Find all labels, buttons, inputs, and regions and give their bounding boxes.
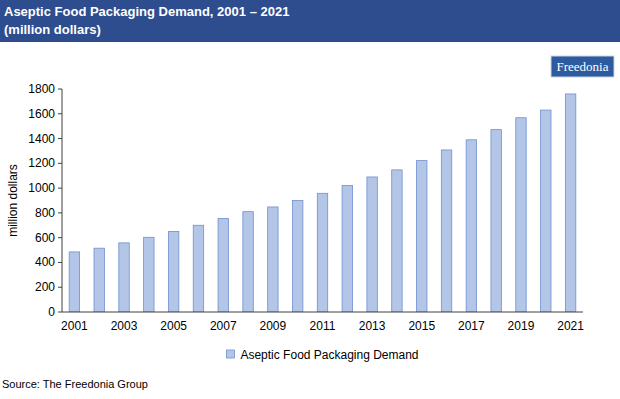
y-tick-label: 1800 <box>28 82 55 96</box>
x-tick-label: 2021 <box>557 319 584 333</box>
x-tick-label: 2015 <box>408 319 435 333</box>
y-tick <box>58 262 62 263</box>
x-tick-label: 2013 <box>359 319 386 333</box>
x-tick-label: 2009 <box>260 319 287 333</box>
legend: Aseptic Food Packaging Demand <box>226 348 418 362</box>
x-tick-label: 2019 <box>508 319 535 333</box>
y-tick <box>58 113 62 114</box>
bar <box>392 170 402 312</box>
x-tick-label: 2011 <box>310 319 336 333</box>
bar <box>441 150 451 312</box>
y-tick-label: 0 <box>48 305 55 319</box>
x-tick-label: 2007 <box>210 319 237 333</box>
logo: Freedonia <box>557 59 609 74</box>
y-tick <box>58 138 62 139</box>
header-band <box>0 0 620 42</box>
bar <box>466 140 476 312</box>
bars <box>69 94 576 312</box>
title: Aseptic Food Packaging Demand, 2001 – 20… <box>4 4 289 19</box>
y-tick <box>58 287 62 288</box>
y-axis <box>62 89 63 312</box>
bar <box>243 212 253 312</box>
x-tick-label: 2017 <box>458 319 485 333</box>
y-tick <box>58 188 62 189</box>
y-tick-label: 1000 <box>28 181 55 195</box>
bar <box>367 177 377 312</box>
y-tick <box>58 237 62 238</box>
bar <box>317 193 327 312</box>
x-tick-label: 2001 <box>61 319 88 333</box>
y-tick <box>58 212 62 213</box>
bar <box>342 185 352 312</box>
bar <box>292 201 302 313</box>
source: Source: The Freedonia Group <box>2 378 148 390</box>
x-tick-label: 2005 <box>160 319 187 333</box>
logo-box <box>551 56 614 77</box>
y-tick-label: 1200 <box>28 156 55 170</box>
y-tick <box>58 89 62 90</box>
y-tick <box>58 312 62 313</box>
y-tick <box>58 163 62 164</box>
bar <box>119 243 129 312</box>
bar <box>541 110 551 312</box>
subtitle: (million dollars) <box>4 22 101 37</box>
y-tick-label: 200 <box>35 280 55 294</box>
bar <box>491 130 501 312</box>
bar <box>168 231 178 312</box>
y-tick-label: 1600 <box>28 107 55 121</box>
y-tick-label: 400 <box>35 255 55 269</box>
y-tick-label: 1400 <box>28 132 55 146</box>
x-tick-label: 2003 <box>111 319 138 333</box>
bar <box>144 237 154 312</box>
y-axis-label: million dollars <box>6 164 20 237</box>
bar <box>516 118 526 312</box>
bar <box>94 248 104 312</box>
bar <box>417 161 427 312</box>
legend-swatch <box>226 350 234 358</box>
legend-label: Aseptic Food Packaging Demand <box>240 348 418 362</box>
chart: Aseptic Food Packaging Demand, 2001 – 20… <box>0 0 620 399</box>
bar <box>193 225 203 312</box>
bar <box>268 207 278 312</box>
y-tick-label: 600 <box>35 231 55 245</box>
bar <box>218 218 228 312</box>
bar <box>565 94 575 312</box>
y-tick-label: 800 <box>35 206 55 220</box>
x-axis <box>62 312 583 313</box>
bar <box>69 252 79 312</box>
